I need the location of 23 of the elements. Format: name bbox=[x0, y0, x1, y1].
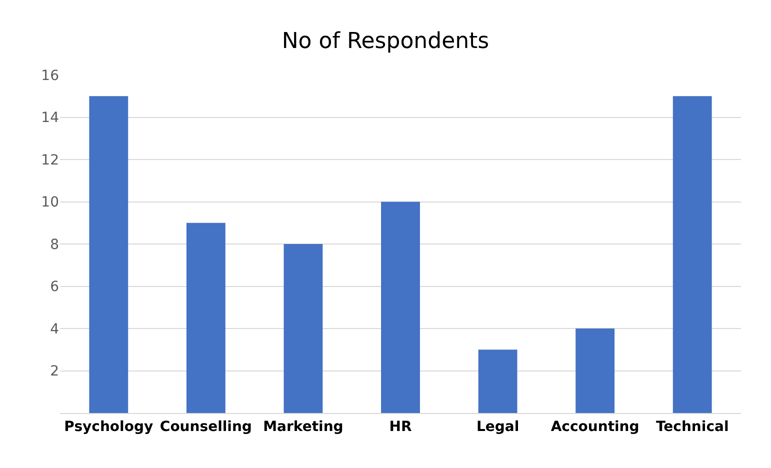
chart-title: No of Respondents bbox=[282, 29, 490, 54]
x-tick-label: Marketing bbox=[263, 418, 344, 435]
x-tick-label: Psychology bbox=[64, 418, 154, 435]
bar bbox=[284, 244, 323, 413]
bar bbox=[381, 202, 420, 413]
y-tick-label: 6 bbox=[50, 279, 60, 296]
bar bbox=[89, 96, 128, 413]
x-tick-label: HR bbox=[389, 418, 412, 435]
bar bbox=[576, 328, 615, 413]
y-tick-label: 2 bbox=[50, 364, 59, 380]
y-tick-label: 12 bbox=[41, 152, 59, 168]
y-tick-label: 4 bbox=[50, 321, 60, 338]
y-tick-label: 10 bbox=[41, 194, 59, 211]
y-tick-label: 8 bbox=[50, 236, 59, 253]
x-tick-label: Technical bbox=[656, 418, 729, 435]
bar bbox=[186, 222, 226, 413]
bar bbox=[478, 350, 518, 413]
x-tick-label: Accounting bbox=[550, 418, 640, 435]
x-tick-label: Counselling bbox=[160, 418, 252, 435]
x-tick-label: Legal bbox=[476, 418, 520, 435]
y-tick-label: 14 bbox=[41, 110, 60, 126]
y-tick-label: 16 bbox=[41, 68, 60, 84]
bar bbox=[672, 96, 712, 413]
